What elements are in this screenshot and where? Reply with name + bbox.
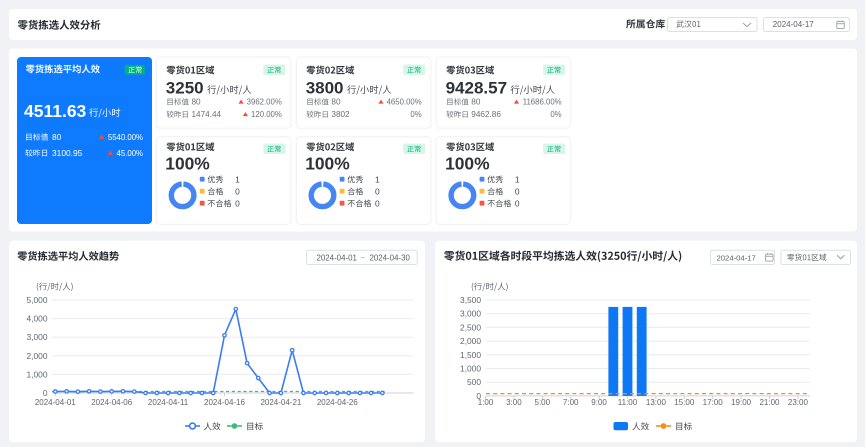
svg-text:500: 500: [467, 377, 481, 387]
svg-text:1: 1: [235, 174, 240, 184]
svg-text:100%: 100%: [445, 154, 489, 174]
svg-text:45.00%: 45.00%: [117, 149, 144, 158]
svg-text:0: 0: [235, 198, 240, 208]
svg-text:2024-04-21: 2024-04-21: [260, 398, 301, 407]
svg-text:2024-04-11: 2024-04-11: [148, 398, 189, 407]
svg-text:80: 80: [331, 98, 341, 107]
svg-text:0%: 0%: [410, 110, 421, 119]
svg-text:19:00: 19:00: [731, 398, 752, 407]
svg-text:2024-04-01: 2024-04-01: [317, 253, 357, 262]
svg-text:5,000: 5,000: [27, 295, 48, 305]
svg-text:2024-04-30: 2024-04-30: [370, 253, 411, 262]
svg-text:3802: 3802: [331, 110, 350, 119]
svg-text:0: 0: [375, 186, 380, 196]
svg-text:7:00: 7:00: [563, 398, 579, 407]
svg-text:3800: 3800: [306, 79, 344, 98]
svg-text:0: 0: [235, 186, 240, 196]
svg-text:1:00: 1:00: [478, 398, 494, 407]
svg-text:2,500: 2,500: [460, 322, 481, 332]
svg-text:3250: 3250: [166, 79, 204, 98]
svg-text:21:00: 21:00: [759, 398, 780, 407]
svg-text:2,000: 2,000: [27, 351, 48, 361]
svg-text:100%: 100%: [305, 154, 349, 174]
svg-text:1,000: 1,000: [27, 369, 48, 379]
svg-text:1: 1: [375, 174, 380, 184]
svg-text:0: 0: [515, 186, 520, 196]
svg-text:3,000: 3,000: [460, 309, 481, 319]
svg-text:5540.00%: 5540.00%: [108, 133, 143, 142]
svg-text:2,000: 2,000: [460, 336, 481, 346]
svg-text:2024-04-17: 2024-04-17: [773, 20, 814, 29]
svg-text:3:00: 3:00: [506, 398, 522, 407]
svg-text:2024-04-16: 2024-04-16: [204, 398, 245, 407]
svg-text:80: 80: [192, 98, 202, 107]
svg-text:~: ~: [361, 253, 366, 262]
svg-text:0: 0: [476, 391, 481, 401]
svg-text:11:00: 11:00: [618, 398, 638, 407]
svg-text:1474.44: 1474.44: [192, 110, 222, 119]
svg-text:11686.00%: 11686.00%: [523, 98, 562, 107]
svg-text:100%: 100%: [165, 154, 209, 174]
svg-text:80: 80: [52, 132, 62, 142]
svg-text:4511.63: 4511.63: [24, 101, 87, 121]
svg-text:2024-04-26: 2024-04-26: [317, 398, 358, 407]
svg-text:80: 80: [471, 98, 481, 107]
svg-text:23:00: 23:00: [788, 398, 809, 407]
svg-text:9428.57: 9428.57: [446, 79, 507, 98]
svg-text:3962.00%: 3962.00%: [247, 98, 282, 107]
svg-text:0: 0: [515, 198, 520, 208]
svg-text:120.00%: 120.00%: [251, 110, 282, 119]
svg-text:1: 1: [515, 174, 520, 184]
svg-text:3,500: 3,500: [460, 295, 481, 305]
svg-text:5:00: 5:00: [535, 398, 551, 407]
svg-text:0%: 0%: [550, 110, 561, 119]
svg-text:0: 0: [43, 388, 48, 398]
svg-text:3100.95: 3100.95: [52, 148, 83, 158]
svg-text:4,000: 4,000: [27, 314, 48, 324]
svg-text:9:00: 9:00: [591, 398, 607, 407]
svg-text:17:00: 17:00: [703, 398, 724, 407]
svg-text:2024-04-01: 2024-04-01: [35, 398, 76, 407]
svg-text:4650.00%: 4650.00%: [387, 98, 422, 107]
svg-text:0: 0: [375, 198, 380, 208]
svg-text:1,000: 1,000: [460, 364, 481, 374]
svg-text:1,500: 1,500: [460, 350, 481, 360]
svg-text:15:00: 15:00: [674, 398, 695, 407]
svg-text:13:00: 13:00: [646, 398, 667, 407]
svg-text:9462.86: 9462.86: [471, 110, 501, 119]
svg-text:2024-04-17: 2024-04-17: [717, 253, 756, 262]
svg-text:2024-04-06: 2024-04-06: [91, 398, 132, 407]
svg-text:3,000: 3,000: [27, 332, 48, 342]
